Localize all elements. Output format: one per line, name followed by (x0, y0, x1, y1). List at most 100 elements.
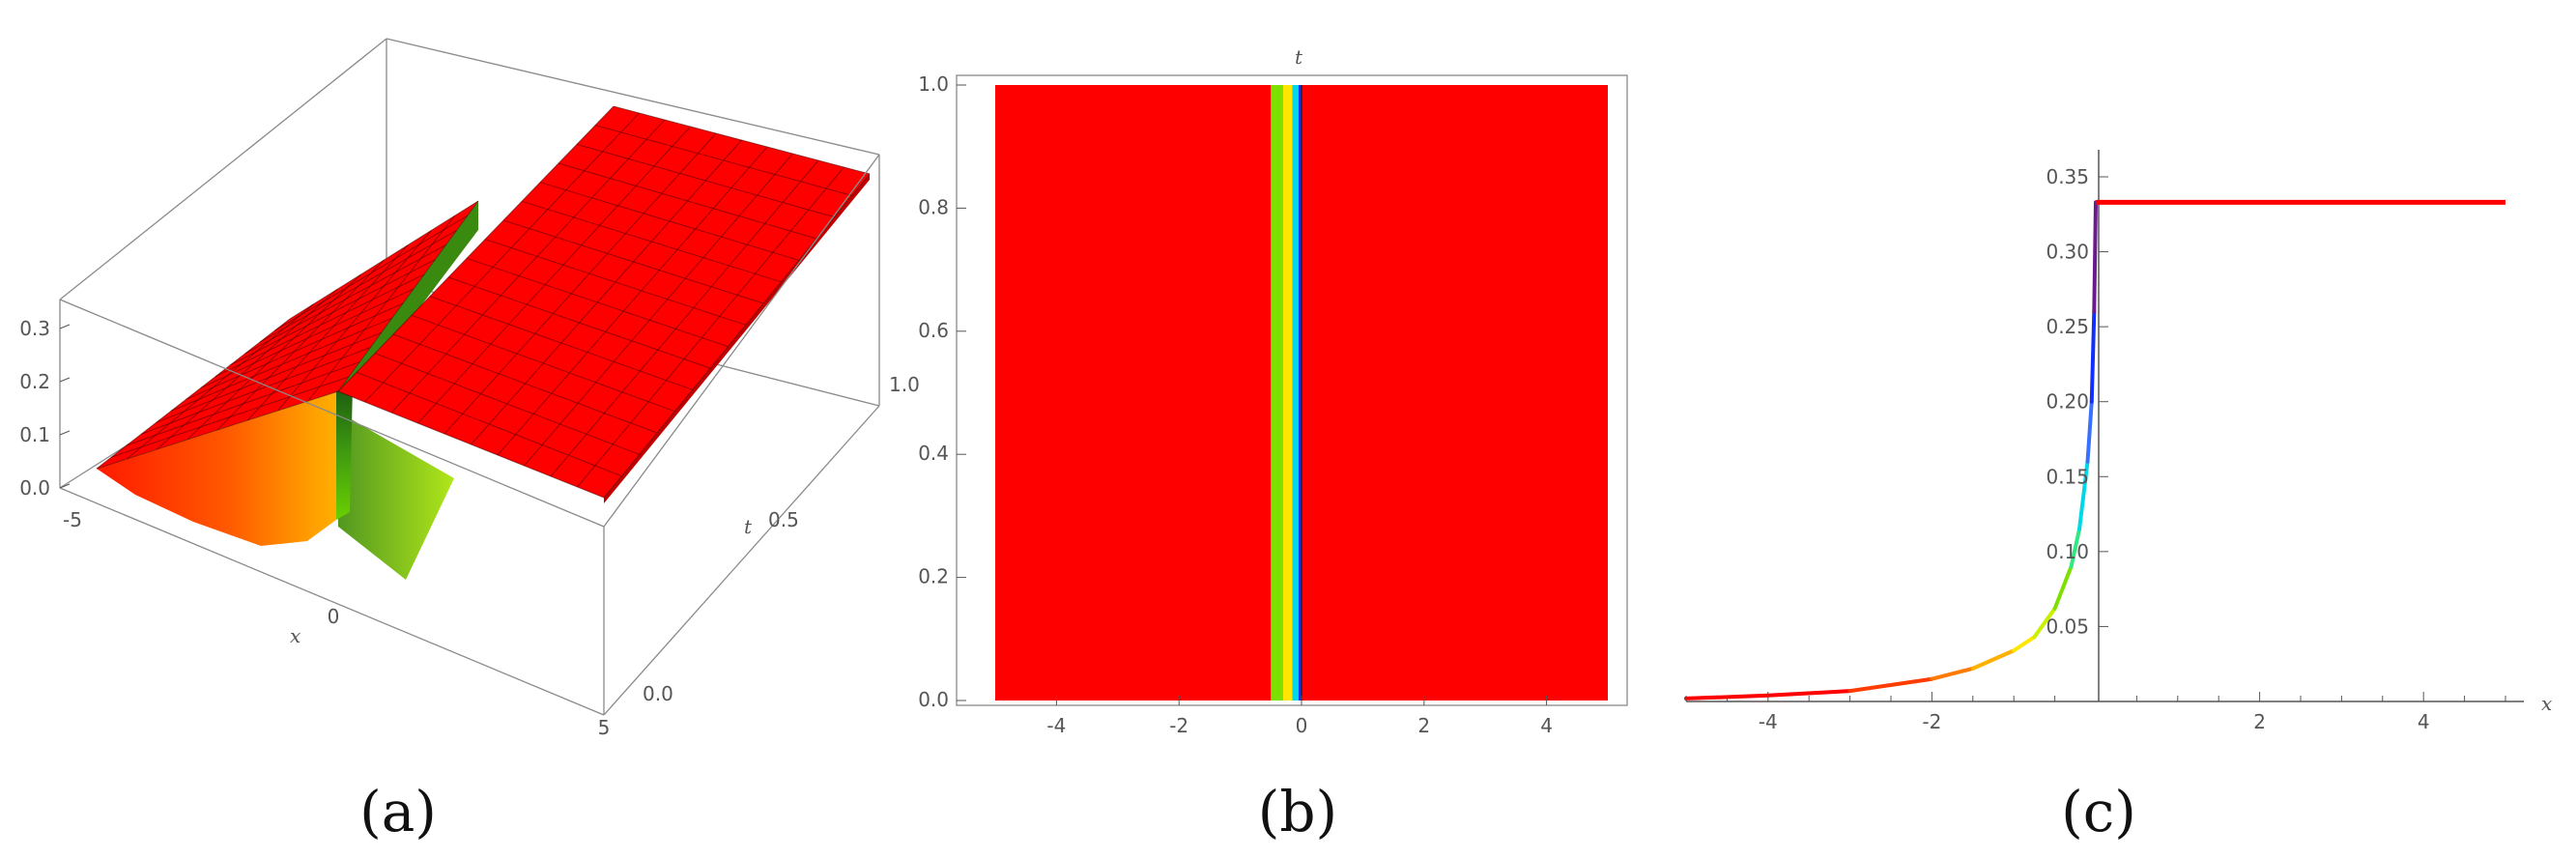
c-curve-segment (2012, 635, 2037, 653)
mesh-left-v (111, 376, 350, 458)
c-curve-segment (2052, 564, 2074, 611)
mesh-right-v (502, 219, 764, 304)
mesh-left-u (246, 244, 409, 421)
panel-a-xlabel: x (290, 624, 301, 647)
panel-c-ticks: 0.05 0.10 0.15 0.20 0.25 0.30 0.35 -4 -2 2 4 (1685, 165, 2506, 733)
panel-c-curve (1684, 199, 2505, 701)
c-x-tick-label: 4 (2418, 710, 2430, 733)
c-y-tick-label: 0.05 (2046, 615, 2089, 638)
mesh-right-u (524, 153, 793, 467)
mesh-right-u (390, 119, 666, 414)
mesh-right-v (374, 353, 640, 455)
b-y-tick-label: 0.6 (918, 319, 949, 342)
c-y-tick-label: 0.35 (2046, 165, 2089, 188)
mesh-right-u (444, 132, 717, 435)
mesh-right-u (577, 166, 844, 488)
a-z-tick-label: 0.1 (19, 423, 50, 446)
c-y-tick-label: 0.15 (2046, 465, 2089, 488)
c-curve-segment (2077, 459, 2090, 531)
b-y-tick-label: 1.0 (918, 72, 949, 96)
a-z-tick-label: 0.0 (19, 476, 50, 500)
mesh-left-v (244, 244, 446, 355)
b-y-tick-label: 0.8 (918, 195, 949, 218)
a-t-tick-label: 0.5 (768, 508, 799, 531)
b-x-tick-label: 4 (1540, 714, 1553, 737)
c-y-tick-label: 0.25 (2046, 315, 2089, 338)
mesh-left-u (337, 200, 479, 392)
panel-b-bands (995, 85, 1608, 701)
panel-c-caption: (c) (2061, 779, 2136, 844)
surface-wall-face (336, 385, 353, 520)
mesh-left-v (140, 347, 371, 435)
b-x-tick-label: 2 (1417, 714, 1430, 737)
a-z-tickmark (59, 324, 71, 329)
panel-a-ticks: 0.0 0.1 0.2 0.3 -5 0 5 0.0 0.5 1.0 (19, 317, 920, 739)
panel-c-profile-plot: 0.05 0.10 0.15 0.20 0.25 0.30 0.35 -4 -2 2 4 x (c) (1684, 150, 2552, 844)
b-y-tick-label: 0.4 (918, 442, 949, 465)
mesh-right-u (550, 159, 819, 477)
mesh-right-v (539, 182, 799, 261)
c-y-tick-label: 0.20 (2046, 390, 2089, 414)
c-curve-segment (1847, 676, 1934, 694)
b-band-red (1302, 85, 1608, 701)
c-curve-segment (1970, 648, 2017, 671)
mesh-right-u (337, 105, 615, 392)
c-x-tick-label: -2 (1922, 710, 1941, 733)
surface (96, 105, 871, 580)
surface-right-edge (604, 174, 870, 503)
a-t-tick-label: 0.0 (643, 682, 673, 705)
mesh-left-v (96, 390, 339, 470)
surface-left-front (97, 391, 338, 546)
a-z-tickmark (59, 483, 71, 489)
mesh-left-v (200, 288, 415, 388)
a-x-tick-label: 0 (328, 605, 340, 628)
mesh-left-u (126, 303, 314, 460)
mesh-left-v (259, 229, 457, 343)
c-curve-segment (2032, 606, 2057, 640)
panel-a-tlabel: t (744, 515, 753, 538)
mesh-right-v (337, 390, 605, 499)
mesh-left-v (230, 259, 436, 366)
mesh-right-v (356, 371, 622, 477)
panel-b-caption: (b) (1258, 779, 1337, 844)
c-x-tick-label: -4 (1759, 710, 1778, 733)
mesh-right-v (466, 257, 729, 348)
mesh-right-u (364, 112, 640, 403)
c-curve-segment (2069, 527, 2082, 569)
a-x-tick-label: -5 (63, 508, 82, 531)
panel-b-ticks: 0.0 0.2 0.4 0.6 0.8 1.0 -4 -2 0 2 4 (918, 72, 1553, 737)
c-x-tick-label: 2 (2253, 710, 2266, 733)
mesh-left-u (277, 230, 432, 412)
mesh-right-u (417, 126, 691, 424)
c-curve-segment (2092, 200, 2098, 314)
mesh-left-v (289, 200, 479, 320)
b-x-tick-label: 0 (1296, 714, 1308, 737)
panel-b-tlabel: t (1295, 45, 1303, 69)
a-z-tickmark (59, 377, 71, 383)
a-z-tickmark (59, 430, 71, 436)
b-band-cyan (1292, 85, 1299, 701)
b-y-tick-label: 0.0 (918, 688, 949, 711)
b-x-tick-label: -4 (1046, 714, 1066, 737)
mesh-right-u (471, 139, 742, 445)
surface-underside (336, 411, 454, 580)
mesh-right-v (429, 296, 693, 390)
mesh-left-v (186, 302, 404, 400)
mesh-right-v (521, 200, 782, 283)
c-y-tick-label: 0.10 (2046, 540, 2089, 563)
a-x-tick-label: 5 (598, 716, 611, 739)
b-band-yellow (1282, 85, 1293, 701)
mesh-right-v (576, 143, 835, 218)
a-z-tick-label: 0.2 (19, 370, 50, 393)
mesh-left-v (126, 361, 360, 446)
c-curve-segment (2085, 399, 2094, 464)
mesh-left-u (157, 289, 338, 450)
panel-c-xlabel: x (2541, 692, 2552, 715)
mesh-left-u (96, 318, 291, 470)
b-band-red (995, 85, 1272, 701)
mesh-left-u (307, 214, 456, 402)
mesh-left-v (156, 331, 382, 423)
mesh-right-v (411, 314, 675, 413)
panel-a-caption: (a) (359, 779, 437, 844)
c-curve-segment (1930, 666, 1975, 681)
